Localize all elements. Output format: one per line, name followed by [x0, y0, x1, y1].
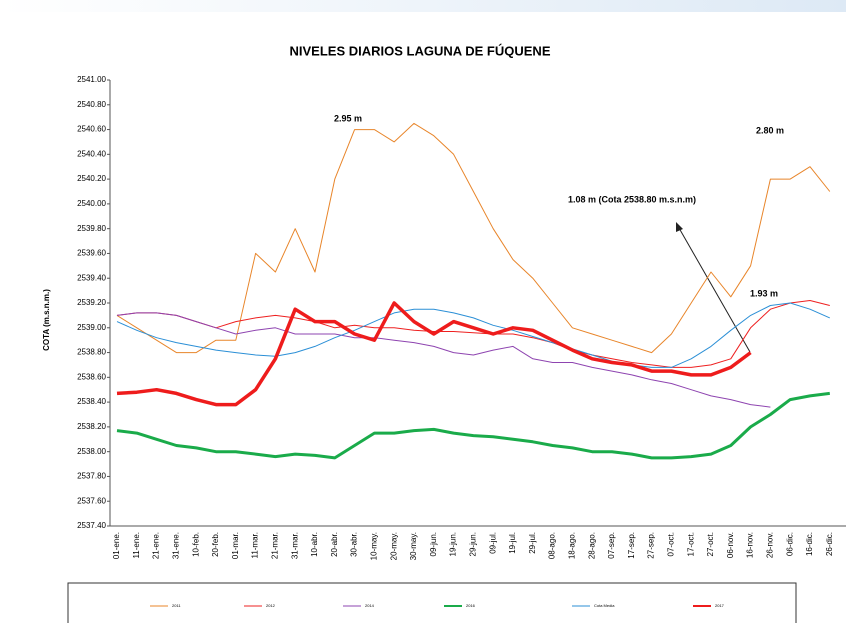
x-tick-label: 16-nov. [746, 532, 755, 558]
legend-label: Cota Media [594, 603, 615, 608]
x-tick-label: 09-jun. [429, 532, 438, 556]
x-tick-label: 07-sep. [607, 532, 616, 559]
y-tick-label: 2539.20 [77, 298, 106, 307]
x-tick-label: 17-sep. [627, 532, 636, 559]
annotation: 2.95 m [334, 113, 362, 123]
x-tick-label: 16-dic. [805, 532, 814, 556]
x-tick-label: 06-nov. [726, 532, 735, 558]
x-tick-label: 29-jul. [528, 532, 537, 554]
x-tick-label: 28-ago. [587, 532, 596, 559]
x-tick-label: 11-mar. [251, 532, 260, 559]
arrow [678, 227, 751, 353]
series-line [116, 302, 831, 368]
y-tick-label: 2540.60 [77, 125, 106, 134]
y-tick-label: 2541.00 [77, 75, 106, 84]
x-tick-label: 11-ene. [132, 532, 141, 559]
x-tick-label: 26-nov. [766, 532, 775, 558]
x-tick-label: 10-abr. [310, 532, 319, 557]
series-line [116, 301, 752, 407]
annotation: 1.93 m [750, 288, 778, 298]
x-tick-label: 31-mar. [290, 532, 299, 559]
y-tick-label: 2540.80 [77, 100, 106, 109]
x-tick-label: 29-jun. [469, 532, 478, 556]
annotation: 1.08 m (Cota 2538.80 m.s.n.m) [568, 194, 696, 204]
y-tick-label: 2540.40 [77, 149, 106, 158]
top-band [0, 0, 846, 12]
series-line [116, 312, 771, 408]
chart-title: NIVELES DIARIOS LAGUNA DE FÚQUENE [290, 43, 551, 58]
y-tick-label: 2537.60 [77, 496, 106, 505]
y-tick-label: 2538.20 [77, 422, 106, 431]
x-tick-label: 06-dic. [785, 532, 794, 556]
y-tick-label: 2538.80 [77, 348, 106, 357]
x-tick-label: 27-oct. [706, 532, 715, 556]
x-tick-label: 30-may. [409, 532, 418, 560]
x-tick-label: 31-ene. [172, 532, 181, 559]
y-tick-label: 2539.80 [77, 224, 106, 233]
x-tick-label: 21-mar. [271, 532, 280, 559]
x-tick-label: 08-ago. [548, 532, 557, 559]
x-tick-label: 01-mar. [231, 532, 240, 559]
x-tick-label: 10-feb. [191, 532, 200, 557]
y-tick-label: 2540.00 [77, 199, 106, 208]
x-tick-label: 27-sep. [647, 532, 656, 559]
annotation: 2.80 m [756, 125, 784, 135]
x-tick-label: 01-ene. [112, 532, 121, 559]
x-tick-label: 19-jun. [449, 532, 458, 556]
x-tick-label: 30-abr. [350, 532, 359, 557]
y-tick-label: 2538.40 [77, 397, 106, 406]
x-tick-label: 20-abr. [330, 532, 339, 557]
arrow-head [676, 222, 683, 232]
y-tick-label: 2538.00 [77, 447, 106, 456]
legend-label: 2016 [466, 603, 476, 608]
x-tick-label: 20-may. [389, 532, 398, 560]
y-tick-label: 2537.40 [77, 521, 106, 530]
x-tick-label: 07-oct. [667, 532, 676, 556]
series-line [116, 122, 831, 354]
x-tick-label: 20-feb. [211, 532, 220, 557]
x-tick-label: 17-oct. [686, 532, 695, 556]
series-line [116, 300, 830, 368]
y-tick-label: 2538.60 [77, 372, 106, 381]
x-tick-label: 26-dic. [825, 532, 834, 556]
x-tick-label: 18-ago. [568, 532, 577, 559]
y-axis-title: COTA (m.s.n.m.) [42, 289, 51, 351]
x-tick-label: 09-jul. [488, 532, 497, 554]
y-tick-label: 2537.80 [77, 472, 106, 481]
x-tick-label: 19-jul. [508, 532, 517, 554]
legend-label: 2011 [172, 603, 181, 608]
legend-box [67, 582, 797, 623]
y-tick-label: 2540.20 [77, 174, 106, 183]
series-line [116, 391, 830, 460]
y-tick-label: 2539.00 [77, 323, 106, 332]
y-tick-label: 2539.60 [77, 249, 106, 258]
legend-label: 2012 [266, 603, 276, 608]
x-tick-label: 10-may. [370, 532, 379, 560]
x-tick-label: 21-ene. [152, 532, 161, 559]
legend-label: 2017 [715, 603, 725, 608]
legend-label: 2014 [365, 603, 375, 608]
y-tick-label: 2539.40 [77, 273, 106, 282]
